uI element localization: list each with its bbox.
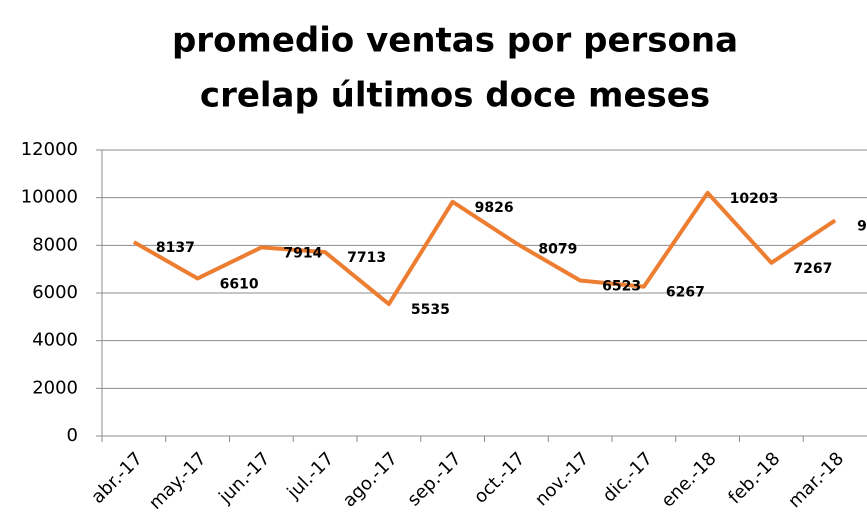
x-tick-label: sep.-17: [403, 448, 465, 510]
data-label: 6523: [602, 279, 641, 295]
x-tick-label: ago.-17: [339, 448, 402, 511]
x-tick-label: feb.-18: [724, 448, 784, 508]
data-label: 6267: [666, 285, 705, 301]
data-label: 9046: [857, 218, 867, 234]
y-tick-label: 12000: [21, 139, 78, 160]
data-label: 8079: [538, 241, 577, 257]
data-label: 7267: [793, 261, 832, 277]
y-tick-label: 0: [67, 425, 78, 446]
x-tick-label: jul.-17: [283, 448, 339, 504]
data-label: 9826: [475, 200, 514, 216]
x-tick-label: ene.-18: [657, 448, 720, 511]
x-tick-label: dic.-17: [599, 448, 657, 506]
data-label: 7914: [283, 245, 322, 261]
chart-title: promedio ventas por persona: [172, 21, 738, 61]
y-tick-label: 6000: [32, 282, 78, 303]
x-tick-label: oct.-17: [470, 448, 529, 507]
x-tick-label: mar.-18: [784, 448, 848, 512]
y-tick-label: 8000: [32, 234, 78, 255]
data-label: 6610: [220, 276, 259, 292]
data-label: 5535: [411, 302, 450, 318]
x-tick-label: jun.-17: [214, 448, 274, 508]
data-label: 10203: [730, 191, 779, 207]
y-tick-label: 4000: [32, 330, 78, 351]
chart-title: crelap últimos doce meses: [200, 76, 710, 116]
y-tick-label: 10000: [21, 187, 78, 208]
x-tick-label: may.-17: [145, 448, 211, 514]
line: [132, 190, 837, 307]
data-label: 7713: [347, 250, 386, 266]
x-tick-label: nov.-17: [531, 448, 593, 510]
y-tick-label: 2000: [32, 377, 78, 398]
data-label: 8137: [156, 240, 195, 256]
x-tick-label: abr.-17: [87, 448, 147, 508]
